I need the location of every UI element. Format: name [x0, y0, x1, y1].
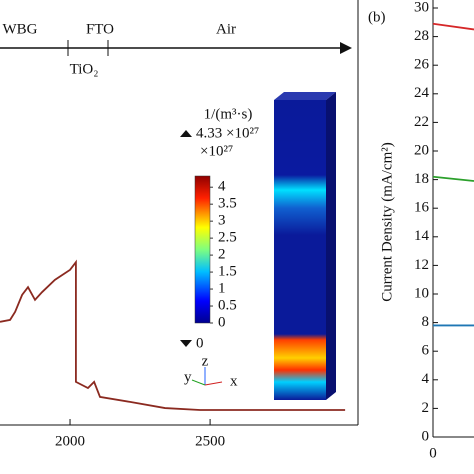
- region-label: TiO₂: [70, 61, 99, 77]
- region-label: FTO: [86, 21, 114, 37]
- region-label: Air: [216, 21, 236, 37]
- y-tick-label: 2: [422, 400, 430, 416]
- colorbar-unit: 1/(m³·s): [204, 106, 253, 122]
- y-tick-label: 12: [414, 257, 429, 273]
- y-tick-label: 10: [414, 285, 429, 301]
- colorbar-min: 0: [196, 335, 204, 351]
- y-tick-label: 26: [414, 57, 430, 73]
- colorbar-max: 4.33 ×10²⁷: [196, 125, 259, 141]
- y-tick-label: 6: [422, 343, 430, 359]
- y-tick-label: 8: [422, 314, 430, 330]
- colorbar-tick-label: 2.5: [218, 230, 237, 246]
- svg-text:x: x: [230, 373, 238, 389]
- panel-label: (b): [368, 9, 386, 25]
- layout: z x y: [0, 0, 359, 426]
- colorbar-tick-label: 0: [218, 314, 226, 330]
- data-line: [432, 175, 474, 182]
- colorbar-tick-label: 3.5: [218, 196, 237, 212]
- x-tick-label: 2500: [195, 433, 225, 449]
- colorbar-tick-label: 4: [218, 179, 226, 195]
- x-tick-label: 0: [429, 445, 437, 461]
- data-line: [0, 259, 346, 411]
- y-tick-label: 24: [414, 85, 430, 101]
- y-tick-label: 30: [414, 0, 429, 15]
- svg-text:z: z: [202, 353, 209, 369]
- y-axis-label: Current Density (mA/cm²): [379, 142, 395, 301]
- y-tick-label: 18: [414, 171, 429, 187]
- y-tick-label: 22: [414, 114, 429, 130]
- colorbar-scale: ×10²⁷: [200, 143, 233, 159]
- y-tick-label: 14: [414, 228, 430, 244]
- x-tick-label: 2000: [55, 433, 85, 449]
- data-line: [432, 22, 474, 31]
- colorbar-tick-label: 2: [218, 247, 226, 263]
- colorbar-tick-label: 1: [218, 280, 226, 296]
- region-labels: WBG FTO Air TiO₂: [3, 21, 237, 77]
- region-label: WBG: [3, 21, 38, 37]
- y-tick-label: 4: [422, 371, 430, 387]
- svg-text:y: y: [184, 369, 192, 385]
- colorbar-tick-label: 0.5: [218, 297, 237, 313]
- y-tick-label: 0: [422, 428, 430, 444]
- colorbar-tick-label: 1.5: [218, 264, 237, 280]
- colorbar: [194, 175, 211, 324]
- y-tick-label: 28: [414, 28, 429, 44]
- colorbar-tick-label: 3: [218, 213, 226, 229]
- y-tick-label: 16: [414, 200, 430, 216]
- y-tick-label: 20: [414, 142, 429, 158]
